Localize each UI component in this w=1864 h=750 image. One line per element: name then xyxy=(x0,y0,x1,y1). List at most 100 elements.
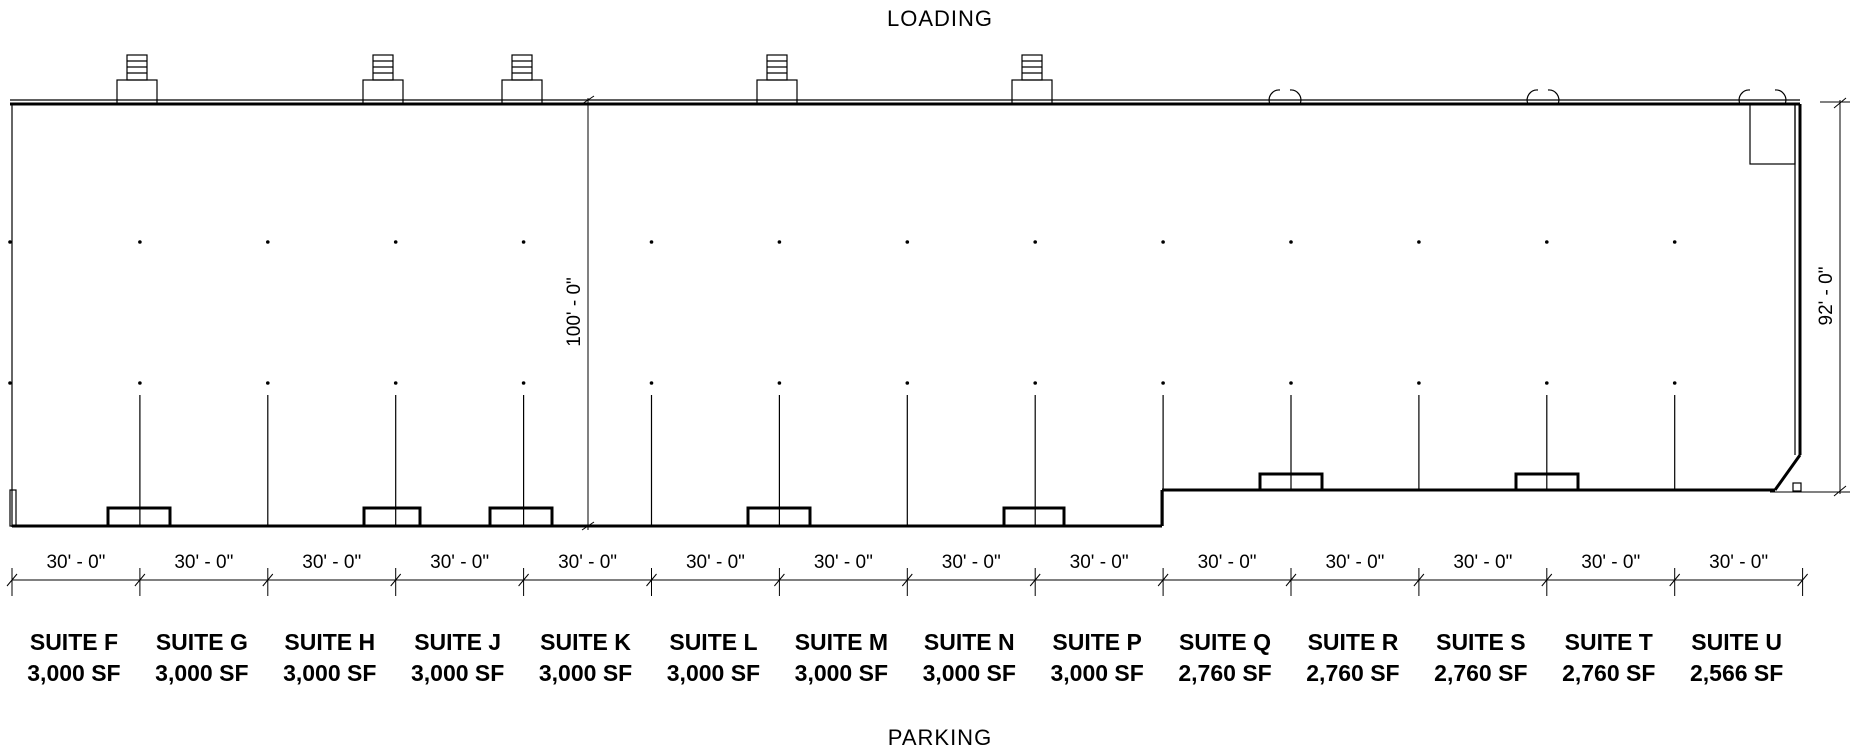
column-dot xyxy=(393,381,398,385)
suite-name: SUITE S xyxy=(1436,629,1525,655)
dimension-slash xyxy=(1797,573,1808,587)
suite-name: SUITE P xyxy=(1052,629,1141,655)
dimension-slash xyxy=(774,573,785,587)
loading-docks xyxy=(116,54,1787,105)
dimension-lines: 30' - 0" 30' - 0" 30' - 0" 30' - 0" 30' - 0"… xyxy=(6,552,1808,596)
dimension-slash xyxy=(134,573,146,587)
suite-name: SUITE K xyxy=(540,629,631,655)
suite-width-label: 30' - 0" xyxy=(1581,552,1640,573)
suite-area: 2,760 SF xyxy=(1434,660,1527,686)
column-dot xyxy=(1033,381,1037,385)
suite-name: SUITE R xyxy=(1308,629,1399,655)
suite-name: SUITE M xyxy=(795,629,888,655)
suite-width-label: 30' - 0" xyxy=(686,552,745,573)
suite-area: 3,000 SF xyxy=(411,660,504,686)
column-dot xyxy=(266,240,270,244)
column-dot xyxy=(8,240,12,244)
suite-area: 3,000 SF xyxy=(155,660,248,686)
suite-area: 3,000 SF xyxy=(667,660,760,686)
column-dot xyxy=(1289,240,1293,244)
suite-name: SUITE F xyxy=(30,629,118,655)
dimension-slash xyxy=(6,573,18,587)
dimension-slash xyxy=(1029,573,1041,587)
suite-name: SUITE J xyxy=(414,629,501,655)
column-dot xyxy=(138,240,142,244)
suite-area: 3,000 SF xyxy=(539,660,632,686)
suite-area: 2,566 SF xyxy=(1690,660,1783,686)
column-dot xyxy=(1672,381,1677,385)
dimension-slash xyxy=(262,573,274,587)
suite-name: SUITE H xyxy=(284,629,375,655)
suite-width-label: 30' - 0" xyxy=(1453,552,1512,573)
column-dot xyxy=(1161,240,1165,244)
suite-width-label: 30' - 0" xyxy=(814,552,873,573)
suite-name: SUITE T xyxy=(1565,629,1653,655)
column-grid xyxy=(8,240,1677,526)
column-dot xyxy=(1033,240,1037,244)
dock-2 xyxy=(362,54,404,105)
column-dot xyxy=(521,381,526,385)
dock-3 xyxy=(501,54,543,105)
column-dot xyxy=(905,240,910,244)
column-dot xyxy=(266,381,270,385)
suite-area: 3,000 SF xyxy=(27,660,120,686)
suite-name: SUITE Q xyxy=(1179,629,1271,655)
dock-5 xyxy=(1011,54,1053,105)
column-dot xyxy=(649,381,654,385)
dock-4 xyxy=(756,54,798,105)
building-outline xyxy=(9,99,1802,528)
column-dot xyxy=(777,381,782,385)
column-dot xyxy=(138,381,142,385)
suite-width-label: 30' - 0" xyxy=(558,552,617,573)
dimension-slash xyxy=(901,573,913,587)
column-dot xyxy=(1672,240,1677,244)
suite-width-label: 30' - 0" xyxy=(1198,552,1257,573)
dimension-slash xyxy=(390,573,402,587)
depth-label-right: 92' - 0" xyxy=(1816,267,1837,326)
suite-area: 2,760 SF xyxy=(1562,660,1655,686)
column-dot xyxy=(521,240,526,244)
depth-dimension-right: 92' - 0" xyxy=(1770,97,1850,497)
column-dot xyxy=(393,240,398,244)
loading-label: LOADING xyxy=(887,6,993,31)
column-dot xyxy=(1545,240,1549,244)
suite-width-label: 30' - 0" xyxy=(1325,552,1384,573)
suite-width-label: 30' - 0" xyxy=(430,552,489,573)
dock-1 xyxy=(116,54,158,105)
suite-area: 2,760 SF xyxy=(1306,660,1399,686)
suite-width-label: 30' - 0" xyxy=(1709,552,1768,573)
column-dot xyxy=(777,240,782,244)
dimension-slash xyxy=(646,573,657,587)
dimension-slash xyxy=(518,573,529,587)
suite-width-label: 30' - 0" xyxy=(174,552,233,573)
column-dot xyxy=(1417,381,1421,385)
suite-area: 3,000 SF xyxy=(283,660,376,686)
depth-label-left: 100' - 0" xyxy=(564,277,585,347)
suite-width-label: 30' - 0" xyxy=(46,552,105,573)
dimension-slash xyxy=(1413,573,1425,587)
parking-label: PARKING xyxy=(888,725,992,750)
column-dot xyxy=(905,381,910,385)
column-dot xyxy=(1417,240,1421,244)
suite-width-label: 30' - 0" xyxy=(942,552,1001,573)
column-dot xyxy=(649,240,654,244)
suite-area: 2,760 SF xyxy=(1178,660,1271,686)
suite-name: SUITE L xyxy=(669,629,757,655)
dimension-slash xyxy=(1157,573,1169,587)
suite-area: 3,000 SF xyxy=(795,660,888,686)
column-dot xyxy=(1289,381,1293,385)
suite-name: SUITE U xyxy=(1691,629,1782,655)
storefront-entries xyxy=(106,472,1580,526)
suite-width-label: 30' - 0" xyxy=(1070,552,1129,573)
suite-width-label: 30' - 0" xyxy=(302,552,361,573)
depth-dimension-left: 100' - 0" xyxy=(564,95,595,531)
suite-area: 3,000 SF xyxy=(923,660,1016,686)
dimension-slash xyxy=(1669,573,1681,587)
column-dot xyxy=(1545,381,1549,385)
dimension-slash xyxy=(1541,573,1553,587)
suite-name: SUITE N xyxy=(924,629,1015,655)
suite-area: 3,000 SF xyxy=(1050,660,1143,686)
suite-name: SUITE G xyxy=(156,629,248,655)
dimension-slash xyxy=(1285,573,1297,587)
